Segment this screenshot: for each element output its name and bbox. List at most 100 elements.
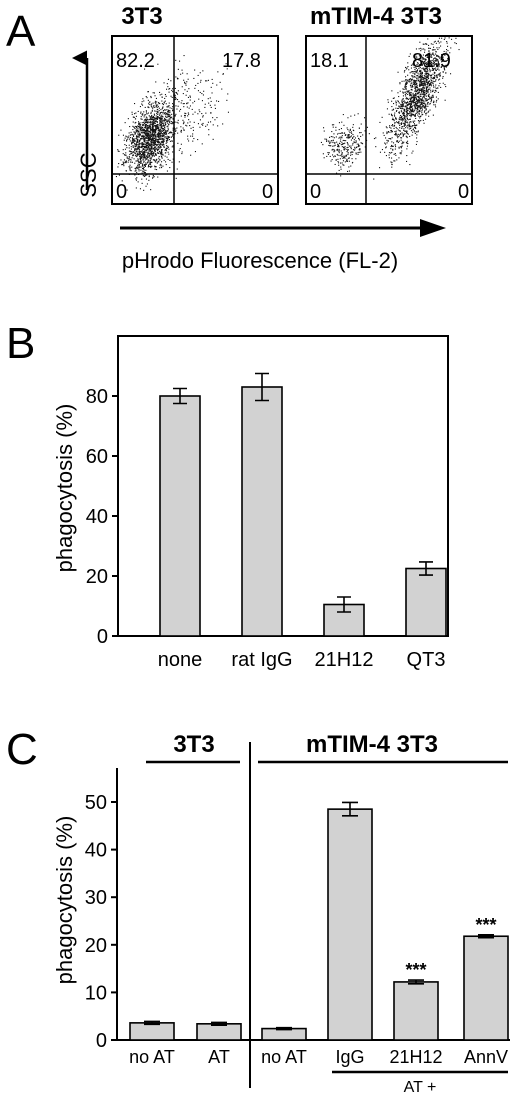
event-dot [432, 67, 434, 69]
event-dot [424, 83, 426, 85]
event-dot [192, 102, 194, 104]
event-dot [406, 113, 408, 115]
event-dot [141, 132, 143, 134]
event-dot [410, 106, 412, 108]
event-dot [406, 142, 408, 144]
event-dot [154, 143, 156, 145]
event-dot [142, 148, 144, 150]
event-dot [435, 51, 437, 53]
event-dot [358, 149, 360, 151]
event-dot [408, 92, 410, 94]
event-dot [385, 155, 387, 157]
event-dot [384, 151, 386, 153]
event-dot [149, 126, 151, 128]
event-dot [417, 110, 419, 112]
event-dot [122, 134, 124, 136]
event-dot [159, 123, 161, 125]
event-dot [442, 59, 444, 61]
event-dot [162, 125, 164, 127]
event-dot [183, 79, 185, 81]
event-dot [398, 147, 400, 149]
event-dot [142, 104, 144, 106]
event-dot [438, 42, 440, 44]
event-dot [149, 101, 151, 103]
event-dot [184, 82, 186, 84]
event-dot [142, 125, 144, 127]
event-dot [126, 136, 128, 138]
event-dot [420, 73, 422, 75]
event-dot [129, 169, 131, 171]
event-dot [450, 73, 452, 75]
event-dot [145, 185, 147, 187]
event-dot [442, 77, 444, 79]
event-dot [161, 156, 163, 158]
event-dot [407, 140, 409, 142]
event-dot [391, 131, 393, 133]
event-dot [428, 54, 430, 56]
event-dot [138, 164, 140, 166]
event-dot [400, 147, 402, 149]
event-dot [333, 137, 335, 139]
event-dot [143, 131, 145, 133]
event-dot [147, 156, 149, 158]
event-dot [405, 108, 407, 110]
event-dot [176, 108, 178, 110]
event-dot [153, 129, 155, 131]
event-dot [395, 134, 397, 136]
event-dot [345, 134, 347, 136]
event-dot [147, 106, 149, 108]
event-dot [140, 155, 142, 157]
event-dot [430, 60, 432, 62]
event-dot [429, 65, 431, 67]
event-dot [351, 154, 353, 156]
event-dot [151, 127, 153, 129]
event-dot [157, 106, 159, 108]
event-dot [147, 126, 149, 128]
event-dot [148, 165, 150, 167]
event-dot [172, 91, 174, 93]
event-dot [135, 168, 137, 170]
event-dot [160, 146, 162, 148]
event-dot [399, 134, 401, 136]
event-dot [428, 80, 430, 82]
event-dot [149, 143, 151, 145]
event-dot [401, 103, 403, 105]
event-dot [437, 63, 439, 65]
event-dot [132, 129, 134, 131]
event-dot [398, 157, 400, 159]
event-dot [327, 152, 329, 154]
event-dot [141, 146, 143, 148]
event-dot [404, 84, 406, 86]
event-dot [134, 174, 136, 176]
event-dot [129, 137, 131, 139]
event-dot [438, 85, 440, 87]
event-dot [410, 105, 412, 107]
event-dot [134, 154, 136, 156]
event-dot [152, 125, 154, 127]
event-dot [383, 134, 385, 136]
bar [159, 395, 201, 637]
event-dot [406, 104, 408, 106]
event-dot [156, 117, 158, 119]
event-dot [425, 98, 427, 100]
event-dot [164, 133, 166, 135]
event-dot [436, 64, 438, 66]
event-dot [346, 159, 348, 161]
event-dot [411, 89, 413, 91]
event-dot [414, 131, 416, 133]
event-dot [418, 77, 420, 79]
event-dot [128, 155, 130, 157]
event-dot [401, 118, 403, 120]
event-dot [428, 85, 430, 87]
event-dot [391, 119, 393, 121]
event-dot [152, 144, 154, 146]
event-dot [134, 118, 136, 120]
event-dot [395, 132, 397, 134]
event-dot [156, 106, 158, 108]
event-dot [138, 140, 140, 142]
event-dot [143, 139, 145, 141]
event-dot [394, 160, 396, 162]
event-dot [161, 144, 163, 146]
event-dot [151, 114, 153, 116]
event-dot [138, 170, 140, 172]
